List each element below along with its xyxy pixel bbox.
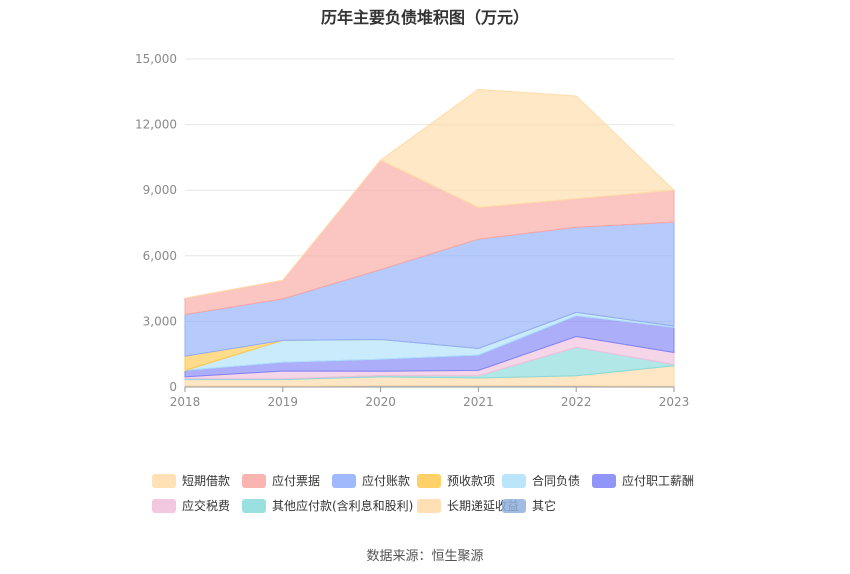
legend-swatch xyxy=(502,473,526,488)
x-tick-label: 2023 xyxy=(659,395,690,409)
x-tick-label: 2022 xyxy=(561,395,592,409)
legend-swatch xyxy=(242,473,266,488)
y-tick-label: 0 xyxy=(169,380,177,394)
legend-swatch xyxy=(152,498,176,513)
legend-item[interactable]: 长期递延收益 xyxy=(417,497,519,514)
y-tick-label: 6,000 xyxy=(143,249,177,263)
area-短期借款 xyxy=(184,88,676,299)
y-tick-label: 12,000 xyxy=(135,118,177,132)
legend-swatch xyxy=(502,498,526,513)
legend-item[interactable]: 应付职工薪酬 xyxy=(592,472,694,489)
legend-label: 预收款项 xyxy=(447,474,496,488)
legend-label: 应付账款 xyxy=(362,474,411,488)
legend-item[interactable]: 其他应付款(含利息和股利) xyxy=(242,497,413,514)
y-tick-label: 15,000 xyxy=(135,52,177,66)
chart-title: 历年主要负债堆积图（万元） xyxy=(320,8,529,27)
legend-label: 其它 xyxy=(532,499,557,513)
legend-label: 应交税费 xyxy=(182,499,231,513)
legend-label: 合同负债 xyxy=(532,474,581,488)
legend-label: 应付职工薪酬 xyxy=(622,474,695,488)
legend-label: 短期借款 xyxy=(182,474,231,488)
y-tick-label: 9,000 xyxy=(143,183,177,197)
legend-item[interactable]: 其它 xyxy=(502,497,556,514)
x-tick-label: 2018 xyxy=(170,395,201,409)
source-note: 数据来源：恒生聚源 xyxy=(366,549,484,564)
y-tick-label: 3,000 xyxy=(143,314,177,328)
legend-label: 其他应付款(含利息和股利) xyxy=(272,499,414,513)
x-tick-label: 2019 xyxy=(268,395,299,409)
legend-item[interactable]: 短期借款 xyxy=(152,472,230,489)
x-tick-label: 2021 xyxy=(463,395,494,409)
x-tick-label: 2020 xyxy=(365,395,396,409)
legend-item[interactable]: 应付票据 xyxy=(242,472,320,489)
legend-item[interactable]: 应付账款 xyxy=(332,472,410,489)
legend-swatch xyxy=(242,498,266,513)
legend-swatch xyxy=(417,473,441,488)
legend-item[interactable]: 应交税费 xyxy=(152,497,230,514)
legend-item[interactable]: 预收款项 xyxy=(417,472,495,489)
legend-swatch xyxy=(332,473,356,488)
legend-swatch xyxy=(417,498,441,513)
legend-label: 长期递延收益 xyxy=(447,499,520,513)
legend-item[interactable]: 合同负债 xyxy=(502,472,580,489)
legend-swatch xyxy=(152,473,176,488)
legend-label: 应付票据 xyxy=(272,474,321,488)
legend-swatch xyxy=(592,473,616,488)
